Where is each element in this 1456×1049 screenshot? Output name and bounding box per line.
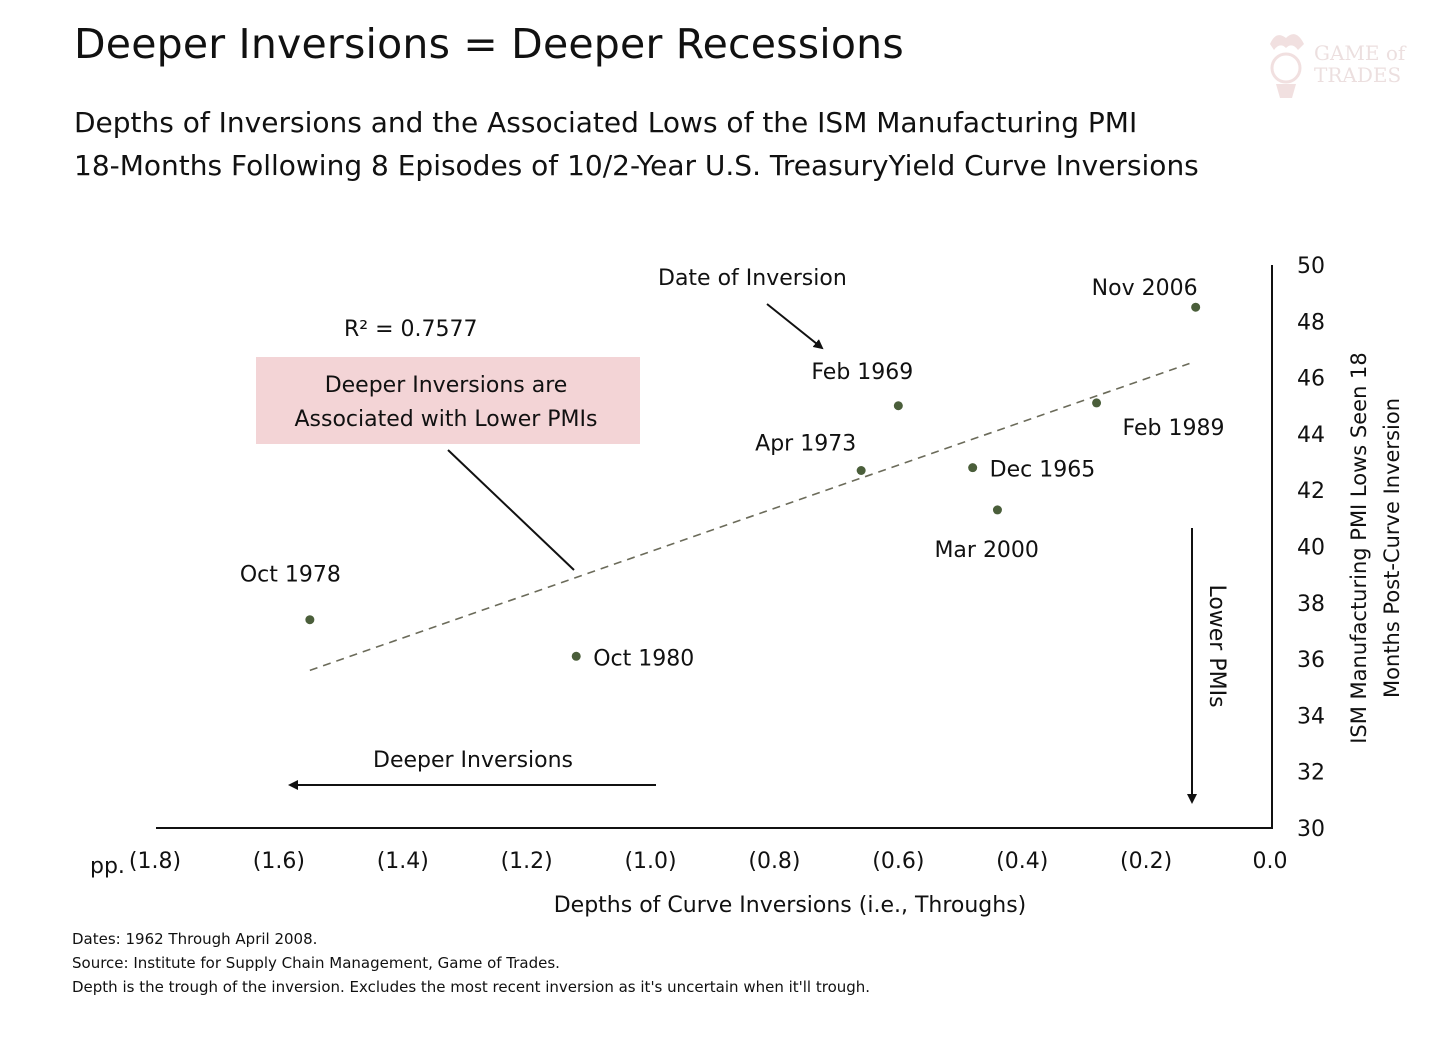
deeper-inversions-label: Deeper Inversions xyxy=(373,748,573,773)
x-tick-label: (1.0) xyxy=(624,849,676,874)
x-tick-label: (1.8) xyxy=(129,849,181,874)
x-tick-label: (0.2) xyxy=(1120,849,1172,874)
chart-axes xyxy=(156,265,1273,829)
footnote-source: Source: Institute for Supply Chain Manag… xyxy=(72,954,560,972)
data-point xyxy=(305,615,315,625)
bull-bear-logo-icon xyxy=(1270,34,1304,98)
y-tick-labels: 30 32 34 36 38 40 42 44 46 48 50 xyxy=(1297,254,1325,842)
r-squared-label: R² = 0.7577 xyxy=(344,317,478,342)
trendline xyxy=(309,362,1190,672)
data-points xyxy=(305,302,1201,661)
data-point xyxy=(968,463,978,473)
chart-subtitle-line-1: Depths of Inversions and the Associated … xyxy=(74,106,1138,139)
x-tick-label: 0.0 xyxy=(1253,849,1288,874)
y-tick-label: 40 xyxy=(1297,536,1325,561)
x-tick-label: (0.8) xyxy=(748,849,800,874)
logo-text-line-2: TRADES xyxy=(1314,63,1402,87)
y-tick-label: 46 xyxy=(1297,367,1325,392)
data-point-label: Mar 2000 xyxy=(934,538,1039,563)
x-tick-label: (1.6) xyxy=(253,849,305,874)
data-point xyxy=(1092,398,1102,408)
data-point-labels: Oct 1978 Oct 1980 Apr 1973 Feb 1969 Dec 1965… xyxy=(240,276,1225,671)
y-axis-title-line-1: ISM Manufacturing PMI Lows Seen 18 xyxy=(1347,352,1371,744)
lower-pmis-label: Lower PMIs xyxy=(1204,584,1229,707)
data-point-label: Feb 1989 xyxy=(1123,416,1225,441)
footnote-dates: Dates: 1962 Through April 2008. xyxy=(72,930,318,948)
data-point xyxy=(992,505,1002,515)
x-tick-label: (1.4) xyxy=(377,849,429,874)
data-point-label: Feb 1969 xyxy=(811,360,913,385)
y-tick-label: 38 xyxy=(1297,592,1325,617)
y-tick-label: 50 xyxy=(1297,254,1325,279)
y-axis-title: ISM Manufacturing PMI Lows Seen 18 Month… xyxy=(1347,352,1404,744)
y-tick-label: 42 xyxy=(1297,479,1325,504)
y-axis-title-line-2: Months Post-Curve Inversion xyxy=(1380,398,1404,698)
data-point-label: Nov 2006 xyxy=(1092,276,1198,301)
callout-text-line-2: Associated with Lower PMIs xyxy=(294,407,597,432)
y-tick-label: 36 xyxy=(1297,648,1325,673)
callout-text-line-1: Deeper Inversions are xyxy=(325,373,568,398)
y-tick-label: 44 xyxy=(1297,423,1325,448)
callout-box xyxy=(256,357,640,444)
y-tick-label: 34 xyxy=(1297,704,1325,729)
chart-subtitle-line-2: 18-Months Following 8 Episodes of 10/2-Y… xyxy=(74,149,1199,182)
y-tick-label: 32 xyxy=(1297,761,1325,786)
data-point-label: Oct 1978 xyxy=(240,563,341,588)
data-point xyxy=(893,401,903,411)
game-of-trades-logo: GAME of TRADES xyxy=(1262,24,1422,108)
x-unit-label: pp. xyxy=(90,854,125,879)
footnote-depth: Depth is the trough of the inversion. Ex… xyxy=(72,978,871,996)
data-point xyxy=(1191,302,1201,312)
data-point-label: Apr 1973 xyxy=(755,431,856,456)
x-tick-labels: (1.8) (1.6) (1.4) (1.2) (1.0) (0.8) (0.6) (0.4)… xyxy=(129,849,1288,874)
y-tick-label: 48 xyxy=(1297,310,1325,335)
date-of-inversion-label: Date of Inversion xyxy=(658,266,847,291)
callout-pointer-line xyxy=(447,449,575,571)
logo-text-line-1: GAME of xyxy=(1314,41,1406,65)
x-axis-title: Depths of Curve Inversions (i.e., Throug… xyxy=(554,893,1027,918)
x-tick-label: (0.6) xyxy=(872,849,924,874)
data-point-label: Dec 1965 xyxy=(990,458,1096,483)
x-tick-label: (0.4) xyxy=(996,849,1048,874)
data-point xyxy=(856,465,866,475)
date-of-inversion-arrow xyxy=(766,303,824,350)
y-tick-label: 30 xyxy=(1297,817,1325,842)
chart-title: Deeper Inversions = Deeper Recessions xyxy=(74,20,904,68)
data-point xyxy=(571,651,581,661)
x-tick-label: (1.2) xyxy=(501,849,553,874)
data-point-label: Oct 1980 xyxy=(593,646,694,671)
